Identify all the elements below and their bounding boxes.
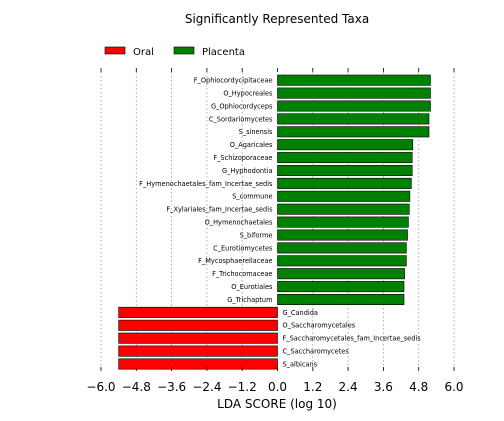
bar-S_commune: [277, 190, 411, 202]
bar-label-F_Xylariales_fam_Incertae_sedis: F_Xylariales_fam_Incertae_sedis: [166, 206, 273, 214]
bar-label-O_Saccharomycetales: O_Saccharomycetales: [283, 322, 356, 330]
x-tick-label-0: −6.0: [86, 380, 115, 394]
bar-labels: F_Ophiocordycipitaceae O_Hypocreales G_Oph…: [139, 77, 421, 369]
bar-label-F_Trichocomaceae: F_Trichocomaceae: [212, 270, 272, 278]
bars: [118, 74, 431, 370]
bar-label-S_biforme: S_biforme: [240, 231, 273, 239]
x-tick-label-9: 4.8: [409, 380, 428, 394]
bar-label-O_Hymenochaetales: O_Hymenochaetales: [205, 219, 273, 227]
bar-O_Eurotiales: [277, 281, 405, 293]
x-tick-label-2: −3.6: [157, 380, 186, 394]
bar-label-S_sinensis: S_sinensis: [239, 128, 273, 136]
bar-label-F_Schizoporaceae: F_Schizoporaceae: [213, 154, 272, 162]
legend: Oral Placenta: [104, 46, 245, 58]
bar-F_Trichocomaceae: [277, 268, 405, 280]
bar-G_Trichaptum: [277, 293, 405, 305]
x-tick-label-10: 6.0: [444, 380, 463, 394]
x-tick-label-5: 0.0: [268, 380, 287, 394]
bar-label-O_Hypocreales: O_Hypocreales: [223, 90, 273, 98]
legend-swatch-oral: [104, 46, 126, 55]
bar-S_sinensis: [277, 126, 430, 138]
bar-label-O_Agaricales: O_Agaricales: [230, 141, 273, 149]
bar-C_Sordariomycetes: [277, 113, 430, 125]
bar-S_biforme: [277, 229, 408, 241]
bar-F_Mycosphaerellaceae: [277, 255, 407, 267]
bar-label-G_Ophiocordyceps: G_Ophiocordyceps: [211, 102, 273, 110]
bar-label-O_Eurotiales: O_Eurotiales: [231, 283, 273, 291]
legend-label-placenta: Placenta: [202, 47, 245, 58]
bar-label-G_Trichaptum: G_Trichaptum: [227, 296, 272, 304]
bar-label-F_Saccharomycetales_fam_Incertae_sedis: F_Saccharomycetales_fam_Incertae_sedis: [283, 335, 422, 343]
bar-F_Schizoporaceae: [277, 152, 413, 164]
legend-swatch-placenta: [173, 46, 195, 55]
x-tick-label-4: −1.2: [228, 380, 257, 394]
bar-label-C_Saccharomycetes: C_Saccharomycetes: [283, 348, 350, 356]
bar-F_Hymenochaetales_fam_Incertae_sedis: [277, 177, 412, 189]
legend-label-oral: Oral: [133, 47, 154, 58]
bar-label-C_Sordariomycetes: C_Sordariomycetes: [209, 115, 273, 123]
bar-label-F_Hymenochaetales_fam_Incertae_sedis: F_Hymenochaetales_fam_Incertae_sedis: [139, 180, 273, 188]
x-tick-label-3: −2.4: [192, 380, 221, 394]
bar-O_Saccharomycetales: [118, 319, 278, 331]
chart-title: Significantly Represented Taxa: [185, 12, 369, 26]
bar-label-G_Candida: G_Candida: [283, 309, 318, 317]
bar-O_Agaricales: [277, 139, 414, 151]
x-axis-label: LDA SCORE (log 10): [217, 397, 337, 411]
bar-label-G_Hyphodontia: G_Hyphodontia: [222, 167, 273, 175]
bar-label-S_commune: S_commune: [232, 193, 272, 201]
bar-label-F_Ophiocordycipitaceae: F_Ophiocordycipitaceae: [194, 77, 273, 85]
bar-S_albicans: [118, 358, 278, 370]
bar-G_Ophiocordyceps: [277, 100, 431, 112]
x-tick-label-7: 2.4: [339, 380, 358, 394]
bar-G_Candida: [118, 306, 278, 318]
bar-F_Xylariales_fam_Incertae_sedis: [277, 203, 410, 215]
x-tick-label-8: 3.6: [374, 380, 393, 394]
x-axis: −6.0 −4.8 −3.6 −2.4 −1.2 0.0 1.2 2.4 3.6 4.8 6.0: [86, 68, 464, 394]
x-tick-label-6: 1.2: [303, 380, 322, 394]
bar-O_Hymenochaetales: [277, 216, 409, 228]
bar-G_Hyphodontia: [277, 165, 413, 177]
bar-label-F_Mycosphaerellaceae: F_Mycosphaerellaceae: [198, 257, 272, 265]
bar-C_Eurotiomycetes: [277, 242, 407, 254]
bar-F_Saccharomycetales_fam_Incertae_sedis: [118, 332, 278, 344]
x-tick-label-1: −4.8: [122, 380, 151, 394]
bar-label-C_Eurotiomycetes: C_Eurotiomycetes: [213, 244, 273, 252]
bar-O_Hypocreales: [277, 87, 431, 99]
bar-F_Ophiocordycipitaceae: [277, 74, 431, 86]
bar-C_Saccharomycetes: [118, 345, 278, 357]
bar-label-S_albicans: S_albicans: [283, 360, 318, 368]
